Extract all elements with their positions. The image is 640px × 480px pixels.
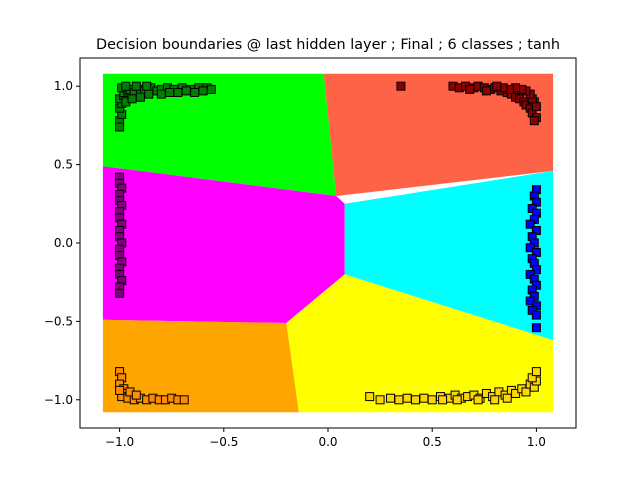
class-6-point	[473, 395, 483, 405]
y-axis: 1.0 0.5 0.0 −0.5 −1.0	[44, 79, 80, 407]
class-1-point	[198, 86, 208, 96]
class-6-point	[419, 393, 429, 403]
x-tick-label: 1.0	[527, 435, 546, 449]
class-6-point	[490, 395, 500, 405]
class-6-point	[375, 395, 385, 405]
class-6-point	[452, 395, 462, 405]
class-2-point	[481, 86, 491, 96]
y-tick-label: 0.0	[54, 236, 73, 250]
x-tick-label: 0.0	[318, 435, 337, 449]
class-6-point	[511, 389, 521, 398]
y-tick-label: 1.0	[54, 79, 73, 93]
class-6-point	[402, 393, 412, 403]
class-6-point	[531, 367, 541, 377]
y-tick-label: −1.0	[44, 393, 73, 407]
x-tick-label: −1.0	[105, 435, 134, 449]
class-6-point	[411, 395, 420, 405]
class-1-point	[156, 89, 166, 99]
data-points	[115, 81, 541, 405]
class-4-point	[531, 265, 541, 275]
class-1-point	[135, 92, 145, 102]
decision-region-1	[102, 73, 337, 196]
class-2-point	[492, 81, 502, 91]
class-3-point	[115, 288, 125, 298]
class-4-point	[525, 219, 535, 229]
class-4-point	[531, 323, 541, 333]
class-1-point	[206, 84, 216, 94]
x-axis: −1.0 −0.5 0.0 0.5 1.0	[105, 428, 546, 449]
class-5-point	[131, 390, 141, 400]
class-6-point	[521, 387, 531, 397]
class-4-point	[525, 296, 535, 306]
class-6-point	[427, 395, 437, 405]
class-5-point	[115, 385, 125, 395]
class-2-point	[531, 102, 541, 112]
class-6-point	[438, 395, 448, 405]
chart-title: Decision boundaries @ last hidden layer …	[96, 37, 560, 53]
y-tick-label: −0.5	[44, 314, 73, 328]
decision-region-4	[344, 170, 554, 341]
class-6-point	[394, 395, 404, 405]
class-1-point	[131, 81, 141, 91]
decision-region-5	[286, 274, 554, 413]
decision-regions	[102, 73, 554, 413]
class-1-point	[190, 88, 200, 97]
y-tick-label: 0.5	[54, 158, 73, 172]
decision-region-3	[102, 166, 345, 323]
class-1-point	[121, 81, 131, 91]
class-5-point	[179, 395, 189, 405]
class-6-point	[365, 392, 375, 402]
class-2-point	[465, 84, 475, 94]
class-6-point	[502, 393, 512, 403]
class-1-point	[142, 81, 152, 91]
class-1-point	[127, 94, 137, 104]
class-1-point	[165, 88, 175, 97]
class-6-point	[386, 393, 395, 403]
class-2-point	[529, 116, 539, 126]
decision-region-6	[102, 319, 299, 413]
class-4-point	[525, 243, 535, 253]
x-tick-label: −0.5	[209, 435, 238, 449]
class-4-point	[531, 310, 541, 320]
x-tick-label: 0.5	[423, 435, 442, 449]
decision-region-2	[323, 73, 554, 196]
class-2-point	[396, 81, 406, 91]
class-1-point	[181, 86, 191, 96]
class-1-point	[115, 122, 125, 132]
class-1-point	[173, 88, 183, 97]
class-1-point	[144, 89, 154, 99]
